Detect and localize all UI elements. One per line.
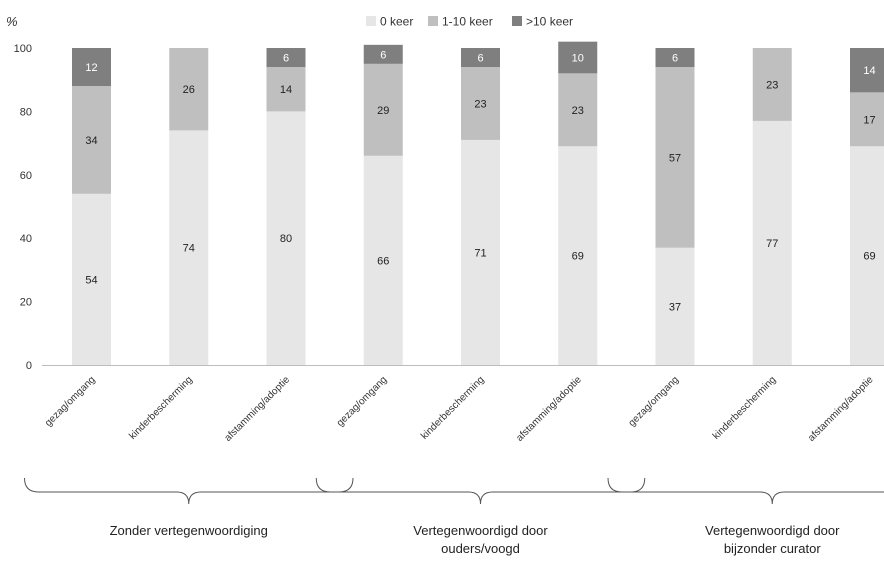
bar-segment (655, 48, 695, 68)
data-label: 26 (183, 84, 195, 96)
bar-segment (169, 130, 209, 365)
group-brace (315, 477, 646, 505)
group-label: Zonder vertegenwoordiging (110, 523, 268, 538)
bar-segment (558, 146, 598, 365)
x-tick-label: afstamming/adoptie (223, 374, 293, 444)
data-label: 17 (863, 114, 875, 126)
data-label: 14 (280, 84, 292, 96)
bar-segment (266, 67, 306, 112)
bar-segment (850, 92, 884, 147)
data-label: 69 (863, 251, 875, 263)
group-label: Vertegenwoordigd door (413, 523, 548, 538)
x-tick-label: afstamming/adoptie (806, 374, 876, 444)
legend-label: 1-10 keer (442, 15, 493, 29)
y-tick-label: 60 (20, 170, 32, 182)
group-label: ouders/voogd (441, 541, 520, 556)
data-label: 12 (85, 62, 97, 74)
data-label: 66 (377, 255, 389, 267)
group-label: Vertegenwoordigd door (705, 523, 840, 538)
bar-segment (72, 193, 111, 365)
bar-segment (363, 63, 403, 156)
data-label: 23 (572, 105, 584, 117)
bar-segment (266, 48, 306, 68)
bar-segment (850, 48, 884, 93)
x-axis-labels: gezag/omgang kinderbescherming afstamming/… (43, 374, 876, 444)
data-label: 10 (572, 53, 584, 65)
data-label: 6 (283, 53, 289, 65)
bar-segment (558, 41, 598, 74)
bar-segment (72, 86, 111, 194)
bar-segment (655, 247, 695, 365)
bar-segment (850, 146, 884, 365)
data-label: 80 (280, 233, 292, 245)
x-tick-label: kinderbescherming (127, 374, 195, 442)
bar-segment (655, 67, 695, 248)
data-label: 34 (85, 135, 97, 147)
data-label: 23 (474, 98, 486, 110)
bars: 5434127426801466629671236692310375767723… (72, 41, 884, 366)
bar-segment (72, 48, 111, 87)
data-label: 6 (380, 49, 386, 61)
y-tick-label: 0 (26, 360, 32, 372)
bar-segment (461, 48, 500, 68)
data-label: 23 (766, 79, 778, 91)
y-tick-label: 100 (14, 43, 32, 55)
bar-segment (169, 48, 209, 131)
data-label: 6 (477, 53, 483, 65)
y-tick-label: 20 (20, 297, 32, 309)
group-label: bijzonder curator (724, 541, 821, 556)
x-tick-label: gezag/omgang (627, 374, 682, 429)
legend-label: >10 keer (526, 15, 573, 29)
data-label: 54 (85, 274, 97, 286)
bar-segment (363, 155, 403, 365)
x-tick-label: gezag/omgang (335, 374, 390, 429)
group-labels: Zonder vertegenwoordiging Vertegenwoordig… (24, 477, 884, 556)
bar-segment (558, 73, 598, 147)
y-axis-unit: % (6, 14, 18, 29)
x-tick-label: gezag/omgang (43, 374, 98, 429)
y-tick-label: 40 (20, 233, 32, 245)
bar-segment (266, 111, 306, 366)
data-label: 77 (766, 238, 778, 250)
data-label: 29 (377, 105, 389, 117)
data-label: 6 (672, 53, 678, 65)
x-tick-label: kinderbescherming (419, 374, 487, 442)
y-axis: 0 20 40 60 80 100 (14, 43, 32, 372)
data-label: 74 (183, 243, 195, 255)
group-brace (607, 477, 884, 505)
data-label: 14 (863, 65, 875, 77)
data-label: 71 (474, 247, 486, 259)
y-tick-label: 80 (20, 106, 32, 118)
data-label: 69 (572, 251, 584, 263)
x-tick-label: kinderbescherming (711, 374, 779, 442)
bar-segment (752, 120, 792, 365)
legend-label: 0 keer (380, 15, 413, 29)
x-tick-label: afstamming/adoptie (514, 374, 584, 444)
legend-swatch (366, 16, 376, 26)
bar-segment (363, 44, 403, 64)
group-brace (24, 477, 354, 505)
bar-segment (461, 67, 500, 140)
bar-segment (461, 139, 500, 365)
legend-swatch (428, 16, 438, 26)
legend: 0 keer 1-10 keer >10 keer (366, 15, 573, 29)
data-label: 57 (669, 152, 681, 164)
bar-segment (752, 48, 792, 121)
legend-swatch (512, 16, 522, 26)
data-label: 37 (669, 301, 681, 313)
